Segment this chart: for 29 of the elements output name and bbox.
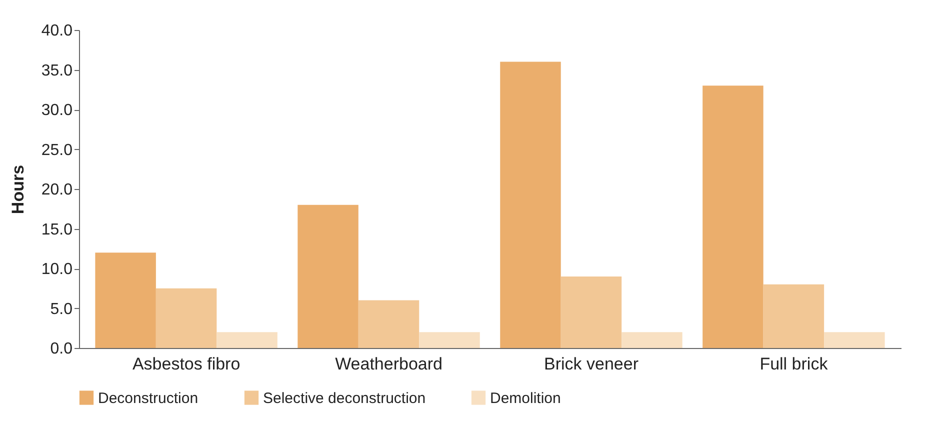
bar <box>156 288 217 348</box>
y-tick-label: 0.0 <box>50 340 73 358</box>
bar <box>358 300 420 348</box>
bar <box>702 86 764 348</box>
legend-label: Deconstruction <box>98 390 198 407</box>
y-tick-label: 20.0 <box>41 182 73 198</box>
y-tick-label: 40.0 <box>41 22 73 40</box>
bar <box>560 276 622 348</box>
bar <box>298 204 358 348</box>
bar <box>500 62 561 348</box>
bar <box>419 332 480 348</box>
y-axis-title: Hours <box>8 164 28 214</box>
y-tick-label: 15.0 <box>41 221 73 238</box>
y-tick-label: 25.0 <box>41 142 73 159</box>
x-tick-label: Brick veneer <box>544 354 639 374</box>
legend-label: Selective deconstruction <box>263 390 426 407</box>
y-tick-label: 35.0 <box>41 62 73 80</box>
bar <box>216 332 278 348</box>
y-tick-label: 10.0 <box>41 261 73 278</box>
x-tick-label: Full brick <box>760 354 828 374</box>
y-tick-label: 5.0 <box>50 300 73 318</box>
y-tick-label: 30.0 <box>41 102 73 119</box>
x-tick-label: Weatherboard <box>335 354 442 374</box>
bar <box>622 332 682 348</box>
bar <box>763 284 824 348</box>
bar <box>824 332 885 348</box>
legend-label: Demolition <box>490 390 561 407</box>
bar <box>95 252 156 348</box>
x-tick-label: Asbestos fibro <box>132 354 240 374</box>
